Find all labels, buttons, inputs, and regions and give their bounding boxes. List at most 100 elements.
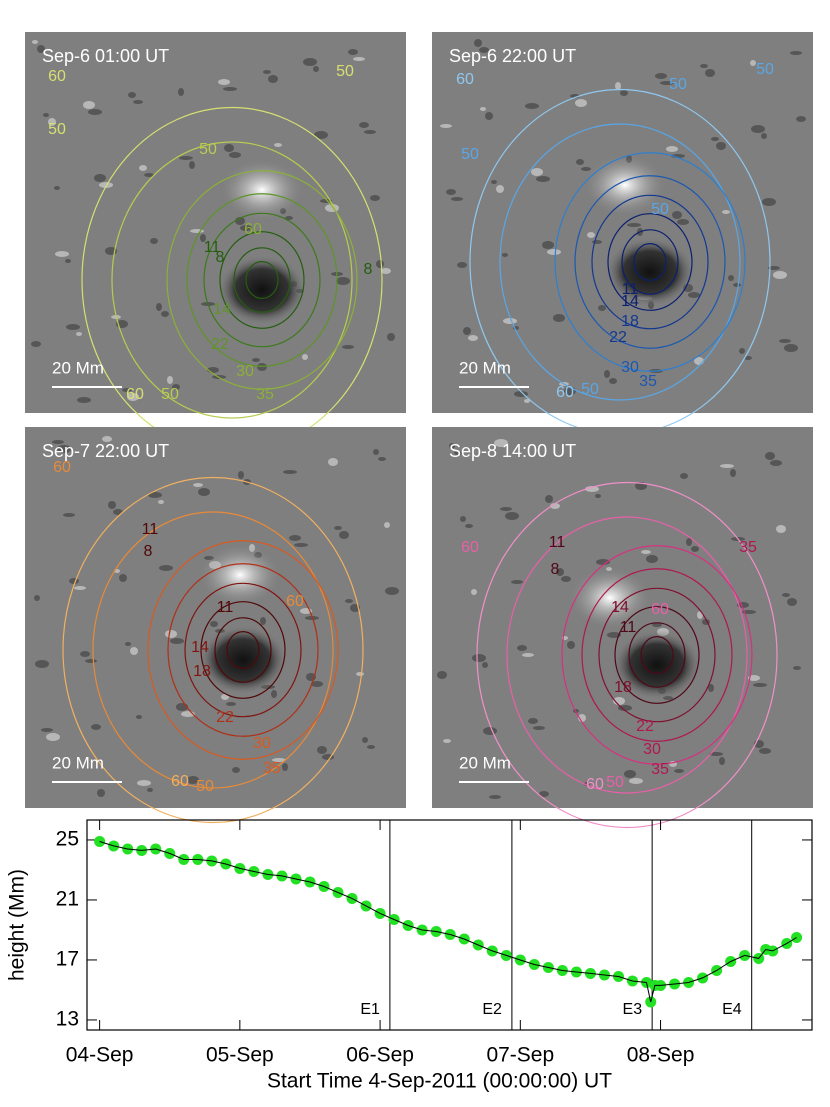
flux-patch — [503, 318, 517, 324]
flux-patch — [229, 152, 241, 158]
flux-patch — [159, 565, 173, 571]
x-tick-label: 05-Sep — [206, 1044, 274, 1067]
flux-patch — [359, 122, 369, 128]
contour — [628, 622, 686, 688]
flux-patch — [226, 702, 236, 706]
flux-patch — [446, 189, 456, 195]
flux-patch — [646, 555, 658, 563]
flux-patch — [367, 745, 375, 749]
sunspot — [217, 255, 307, 325]
flux-patch — [94, 174, 106, 182]
flux-patch — [65, 259, 71, 263]
flux-patch — [719, 757, 725, 765]
contour-label: 11 — [142, 521, 159, 538]
contour — [640, 635, 674, 674]
event-label: E2 — [482, 1001, 502, 1018]
flux-patch — [210, 621, 218, 627]
contour-label: 50 — [199, 141, 217, 158]
flux-patch — [52, 440, 64, 444]
flux-patch — [334, 526, 342, 530]
flux-patch — [156, 303, 162, 311]
flux-patch — [77, 397, 91, 403]
flux-patch — [502, 253, 508, 257]
flux-patch — [539, 791, 549, 797]
panel-title: Sep-7 22:00 UT — [42, 441, 169, 461]
flux-patch — [787, 598, 797, 606]
flux-patch — [482, 662, 488, 668]
flux-patch — [779, 339, 791, 343]
contour — [633, 243, 667, 282]
flux-patch — [615, 82, 621, 90]
contour-label: 60 — [244, 221, 262, 238]
flux-patch — [137, 780, 151, 786]
flux-patch — [773, 271, 787, 279]
flux-patch — [737, 602, 749, 608]
flux-patch — [627, 223, 641, 227]
contour-label: 50 — [196, 778, 214, 795]
contour-label: 60 — [126, 386, 144, 403]
y-tick-label: 13 — [56, 1007, 79, 1030]
flux-patch — [596, 559, 610, 565]
flux-patch — [66, 324, 80, 330]
flux-patch — [666, 146, 678, 152]
flux-patch — [37, 45, 45, 53]
flux-patch — [587, 232, 595, 238]
flux-patch — [468, 335, 478, 341]
contour-label: 22 — [211, 336, 229, 353]
flux-patch — [522, 653, 534, 657]
flux-patch — [102, 436, 112, 442]
contour — [184, 582, 302, 718]
flux-patch — [716, 142, 726, 150]
contour — [214, 617, 272, 683]
flux-patch — [782, 593, 790, 597]
flux-patch — [575, 99, 587, 107]
flux-patch — [496, 185, 504, 193]
flux-patch — [443, 739, 451, 743]
contour-label: 14 — [191, 639, 209, 656]
flux-patch — [179, 156, 193, 160]
flux-patch — [708, 684, 714, 692]
y-tick-label: 17 — [56, 947, 79, 970]
flux-patch — [336, 277, 350, 285]
flux-patch — [362, 737, 368, 743]
flux-patch — [620, 90, 628, 96]
contour-label: 60 — [286, 593, 304, 610]
flux-patch — [127, 393, 139, 401]
contour-label: 60 — [586, 776, 604, 793]
contour-label: 50 — [606, 774, 624, 791]
contour — [166, 170, 358, 390]
scale-label: 20 Mm — [459, 753, 511, 772]
flux-patch — [753, 683, 767, 687]
contour — [598, 587, 716, 723]
flux-patch — [305, 616, 319, 620]
flux-patch — [784, 344, 798, 352]
flux-patch — [178, 88, 184, 96]
flux-patch — [328, 458, 338, 466]
flux-patch — [133, 100, 143, 104]
flux-patch — [218, 79, 230, 85]
flux-patch — [641, 550, 651, 554]
contour — [476, 481, 778, 829]
flux-patch — [474, 39, 482, 47]
flux-patch — [76, 332, 82, 336]
flux-patch — [263, 70, 271, 74]
data-point — [791, 931, 803, 943]
flux-patch — [128, 92, 136, 98]
flux-patch — [730, 469, 736, 477]
sunspot — [605, 237, 695, 307]
plage — [200, 545, 280, 605]
contour-label: 50 — [336, 63, 354, 80]
sunspot — [198, 625, 288, 695]
flux-patch — [148, 492, 162, 498]
flux-patch — [31, 341, 41, 347]
flux-patch — [119, 574, 127, 582]
flux-patch — [733, 283, 741, 287]
contour-label: 50 — [581, 381, 599, 398]
event-label: E4 — [722, 1001, 742, 1018]
flux-patch — [274, 143, 282, 147]
flux-patch — [55, 251, 69, 257]
contour-label: 50 — [756, 61, 774, 78]
